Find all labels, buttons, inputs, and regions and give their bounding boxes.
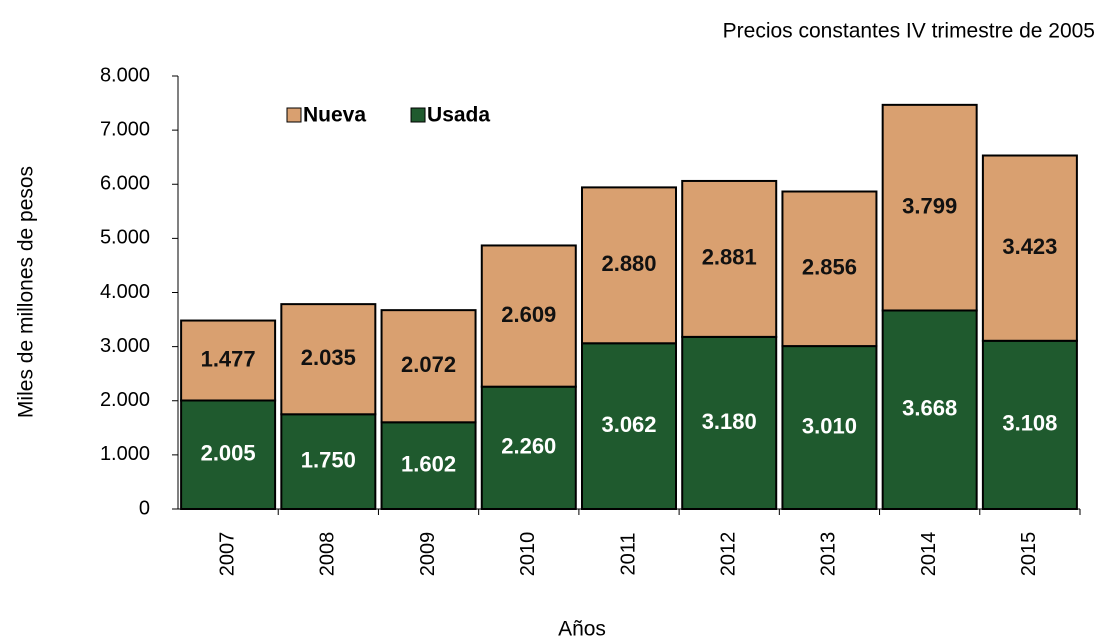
value-label: 2.005 <box>201 441 256 466</box>
legend-label: Nueva <box>303 104 366 127</box>
bar-segment <box>280 413 377 510</box>
bar-segment <box>180 399 277 510</box>
x-tick-label: 2007 <box>216 532 238 577</box>
y-tick-label: 6.000 <box>100 173 150 195</box>
bar-segment <box>380 421 477 510</box>
bar-segment <box>480 244 577 388</box>
value-label: 2.035 <box>301 345 356 370</box>
value-label: 3.180 <box>702 409 757 434</box>
value-label: 2.856 <box>802 255 857 280</box>
bar-segment <box>881 103 978 312</box>
x-tick-label: 2014 <box>918 532 940 577</box>
x-tick-label: 2009 <box>417 532 439 577</box>
legend-label: Usada <box>427 104 490 127</box>
value-label: 1.750 <box>301 447 356 472</box>
x-tick-label: 2012 <box>718 532 740 577</box>
x-axis-title: Años <box>558 618 606 641</box>
value-label: 3.062 <box>601 412 656 437</box>
value-label: 2.072 <box>401 352 456 377</box>
chart-subtitle: Precios constantes IV trimestre de 2005 <box>723 20 1095 43</box>
y-axis-title: Miles de millones de pesos <box>15 166 38 418</box>
y-tick-label: 0 <box>139 497 150 519</box>
value-label: 3.108 <box>1002 411 1057 436</box>
value-label: 3.799 <box>902 193 957 218</box>
x-tick-label: 2010 <box>517 532 539 577</box>
x-tick-label: 2011 <box>617 532 639 575</box>
value-label: 1.602 <box>401 451 456 476</box>
value-label: 1.477 <box>201 346 256 371</box>
bar-segment <box>581 342 677 510</box>
y-tick-label: 2.000 <box>100 389 150 411</box>
bar-segment <box>781 345 878 510</box>
bar-segment <box>380 309 477 424</box>
bar-segment <box>681 179 778 338</box>
value-label: 2.880 <box>601 251 656 276</box>
bar-segment <box>581 186 677 345</box>
bar-segment <box>280 303 377 416</box>
value-label: 3.010 <box>802 413 857 438</box>
y-tick-label: 8.000 <box>100 64 150 86</box>
value-label: 2.260 <box>501 434 556 459</box>
x-tick-label: 2015 <box>1018 532 1040 577</box>
y-tick-label: 7.000 <box>100 118 150 140</box>
legend-swatch <box>286 107 302 123</box>
x-tick-label: 2008 <box>317 532 339 577</box>
y-tick-label: 5.000 <box>100 227 150 249</box>
legend-swatch <box>410 107 426 123</box>
bar-segment <box>180 319 277 402</box>
value-label: 3.423 <box>1002 234 1057 259</box>
value-label: 3.668 <box>902 396 957 421</box>
x-tick-label: 2013 <box>818 532 840 577</box>
y-tick-label: 1.000 <box>100 443 150 465</box>
value-label: 2.881 <box>702 245 757 270</box>
y-tick-label: 4.000 <box>100 281 150 303</box>
value-label: 2.609 <box>501 302 556 327</box>
bar-segment <box>981 339 1078 511</box>
bar-segment <box>981 154 1078 342</box>
y-tick-label: 3.000 <box>100 335 150 357</box>
bar-segment <box>781 190 878 348</box>
